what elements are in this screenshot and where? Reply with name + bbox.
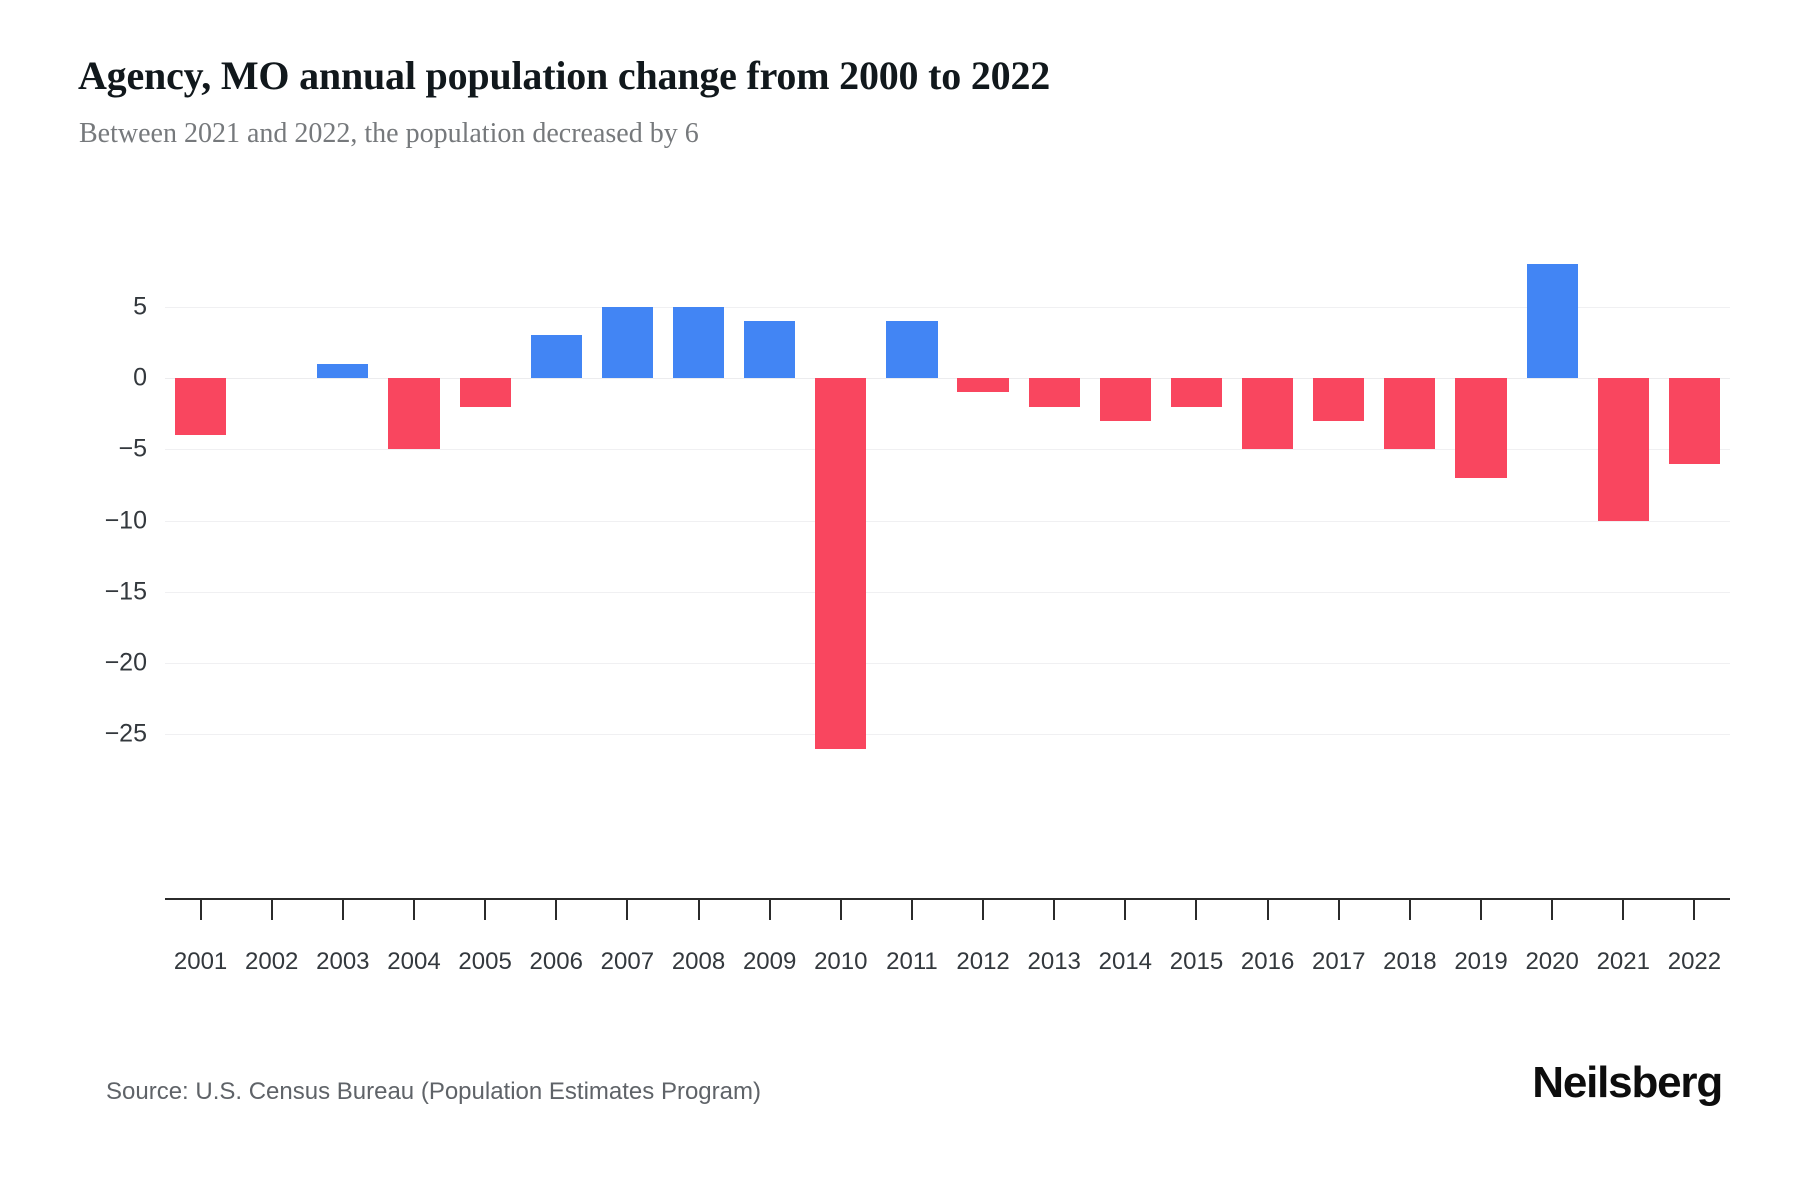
y-axis-tick-label: −10 bbox=[104, 506, 147, 534]
x-axis-tick-mark bbox=[839, 898, 842, 920]
gridline bbox=[165, 306, 1730, 308]
x-axis-tick-label: 2019 bbox=[1454, 948, 1508, 975]
x-axis-tick-mark bbox=[1195, 898, 1198, 920]
x-axis-tick-label: 2008 bbox=[671, 948, 726, 975]
x-axis-tick-mark bbox=[484, 898, 487, 920]
gridline bbox=[165, 520, 1730, 522]
x-axis-tick-label: 2004 bbox=[387, 948, 441, 975]
x-axis-tick-label: 2009 bbox=[742, 948, 797, 975]
bar[interactable] bbox=[1099, 378, 1151, 421]
y-axis-tick-label: 0 bbox=[133, 363, 147, 392]
bar[interactable] bbox=[744, 321, 796, 378]
source-note: Source: U.S. Census Bureau (Population E… bbox=[106, 1078, 761, 1105]
x-axis-tick-mark bbox=[626, 898, 629, 920]
bar[interactable] bbox=[388, 378, 440, 450]
bar[interactable] bbox=[886, 321, 938, 378]
x-axis-tick-mark bbox=[1693, 898, 1696, 920]
x-axis-tick-mark bbox=[1124, 898, 1127, 920]
x-axis-tick-label: 2001 bbox=[173, 948, 228, 975]
bar[interactable] bbox=[1455, 378, 1507, 478]
x-axis-tick-label: 2015 bbox=[1169, 948, 1224, 975]
bar[interactable] bbox=[601, 306, 653, 378]
x-axis-tick-mark bbox=[270, 898, 273, 920]
bar[interactable] bbox=[1170, 378, 1223, 407]
gridline bbox=[165, 449, 1730, 451]
x-axis-tick-label: 2021 bbox=[1596, 948, 1650, 975]
bar[interactable] bbox=[174, 378, 227, 435]
x-axis-tick-label: 2014 bbox=[1098, 948, 1153, 975]
x-axis-tick-label: 2005 bbox=[458, 948, 512, 975]
x-axis-tick-label: 2022 bbox=[1667, 948, 1722, 975]
x-axis-tick-label: 2018 bbox=[1383, 948, 1437, 975]
y-axis-tick-label: 5 bbox=[133, 292, 147, 321]
gridline bbox=[165, 378, 1730, 379]
x-axis-tick-mark bbox=[1408, 898, 1411, 920]
y-axis-tick-label: −5 bbox=[118, 434, 147, 463]
bar[interactable] bbox=[317, 363, 369, 378]
x-axis-tick-mark bbox=[982, 898, 985, 920]
x-axis-tick-mark bbox=[341, 898, 344, 920]
x-axis-tick-label: 2013 bbox=[1027, 948, 1081, 975]
x-axis-tick-label: 2006 bbox=[529, 948, 583, 975]
x-axis-tick-mark bbox=[1551, 898, 1554, 920]
bar[interactable] bbox=[1384, 378, 1436, 450]
bar[interactable] bbox=[530, 335, 582, 378]
gridline bbox=[165, 663, 1730, 664]
x-axis-tick-mark bbox=[412, 898, 415, 920]
x-axis-tick-label: 2007 bbox=[600, 948, 655, 975]
x-axis-tick-mark bbox=[1266, 898, 1269, 920]
gridline bbox=[165, 734, 1730, 736]
bar[interactable] bbox=[815, 378, 867, 749]
y-axis-tick-label: −20 bbox=[104, 648, 147, 677]
x-axis-line bbox=[165, 898, 1730, 900]
x-axis-tick-mark bbox=[1480, 898, 1483, 920]
x-axis-tick-label: 2011 bbox=[886, 948, 938, 975]
page-title: Agency, MO annual population change from… bbox=[78, 53, 1051, 98]
x-axis-tick-label: 2020 bbox=[1525, 948, 1579, 975]
bar[interactable] bbox=[1313, 378, 1365, 421]
x-axis-tick-mark bbox=[1053, 898, 1056, 920]
x-axis-tick-label: 2016 bbox=[1240, 948, 1295, 975]
brand-logo: Neilsberg bbox=[1532, 1058, 1723, 1107]
gridline bbox=[165, 591, 1730, 593]
bar[interactable] bbox=[1242, 378, 1294, 450]
bar[interactable] bbox=[1526, 264, 1578, 378]
bar[interactable] bbox=[459, 378, 511, 407]
bar[interactable] bbox=[1668, 378, 1721, 464]
bar[interactable] bbox=[672, 306, 725, 378]
x-axis-tick-mark bbox=[555, 898, 558, 920]
x-axis-tick-mark bbox=[697, 898, 700, 920]
y-axis-tick-label: −15 bbox=[104, 577, 147, 606]
x-axis-tick-label: 2017 bbox=[1312, 948, 1366, 975]
x-axis-tick-label: 2012 bbox=[956, 948, 1010, 975]
x-axis-tick-mark bbox=[199, 898, 202, 920]
x-axis-tick-label: 2002 bbox=[245, 948, 299, 975]
x-axis-tick-mark bbox=[910, 898, 913, 920]
bar[interactable] bbox=[1028, 378, 1080, 407]
y-axis-tick-label: −25 bbox=[104, 719, 147, 748]
x-axis-tick-label: 2003 bbox=[316, 948, 370, 975]
x-axis-tick-label: 2010 bbox=[814, 948, 868, 975]
x-axis-tick-mark bbox=[1337, 898, 1340, 920]
x-axis-tick-mark bbox=[1622, 898, 1625, 920]
x-axis-tick-mark bbox=[768, 898, 771, 920]
page-subtitle: Between 2021 and 2022, the population de… bbox=[79, 118, 699, 149]
bar[interactable] bbox=[1597, 378, 1649, 521]
bar[interactable] bbox=[957, 378, 1009, 393]
